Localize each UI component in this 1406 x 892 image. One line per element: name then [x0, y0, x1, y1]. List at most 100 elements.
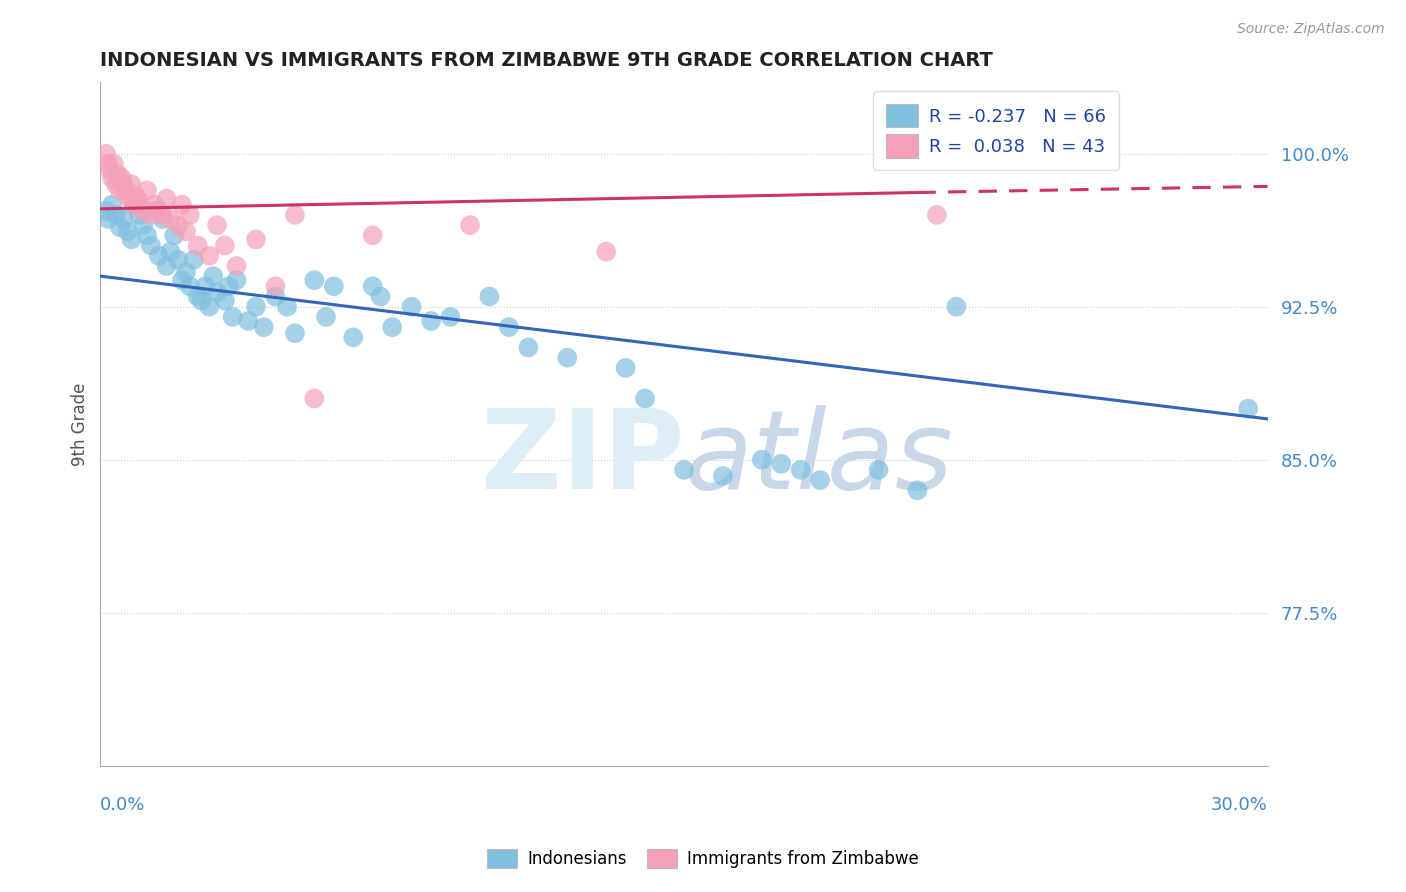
- Point: [361, 279, 384, 293]
- Point: [167, 218, 190, 232]
- Point: [225, 259, 247, 273]
- Point: [264, 289, 287, 303]
- Text: INDONESIAN VS IMMIGRANTS FROM ZIMBABWE 9TH GRADE CORRELATION CHART: INDONESIAN VS IMMIGRANTS FROM ZIMBABWE 9…: [100, 51, 993, 70]
- Text: 0.0%: 0.0%: [100, 797, 146, 814]
- Point: [945, 300, 967, 314]
- Point: [155, 259, 177, 273]
- Point: [104, 208, 127, 222]
- Point: [276, 300, 298, 314]
- Point: [205, 218, 228, 232]
- Point: [152, 212, 174, 227]
- Text: ZIP: ZIP: [481, 405, 683, 512]
- Point: [517, 341, 540, 355]
- Point: [143, 198, 166, 212]
- Point: [253, 320, 276, 334]
- Point: [284, 208, 307, 222]
- Point: [214, 293, 236, 308]
- Point: [155, 192, 177, 206]
- Point: [121, 178, 143, 192]
- Point: [401, 300, 423, 314]
- Legend: Indonesians, Immigrants from Zimbabwe: Indonesians, Immigrants from Zimbabwe: [481, 842, 925, 875]
- Point: [214, 238, 236, 252]
- Point: [420, 314, 443, 328]
- Point: [198, 300, 221, 314]
- Point: [315, 310, 337, 324]
- Point: [167, 252, 190, 267]
- Point: [101, 198, 124, 212]
- Point: [202, 269, 225, 284]
- Point: [264, 279, 287, 293]
- Point: [143, 203, 166, 218]
- Point: [304, 273, 326, 287]
- Point: [132, 218, 155, 232]
- Point: [174, 265, 197, 279]
- Point: [124, 198, 146, 212]
- Point: [108, 184, 131, 198]
- Point: [381, 320, 404, 334]
- Point: [163, 228, 186, 243]
- Point: [770, 457, 793, 471]
- Point: [711, 469, 734, 483]
- Point: [221, 310, 243, 324]
- Point: [194, 279, 217, 293]
- Point: [361, 228, 384, 243]
- Point: [614, 360, 637, 375]
- Point: [789, 463, 811, 477]
- Point: [174, 224, 197, 238]
- Point: [136, 184, 159, 198]
- Point: [112, 178, 135, 192]
- Point: [198, 249, 221, 263]
- Point: [97, 157, 120, 171]
- Point: [117, 224, 139, 238]
- Point: [148, 203, 170, 218]
- Point: [458, 218, 481, 232]
- Point: [284, 326, 307, 341]
- Point: [218, 279, 240, 293]
- Legend: R = -0.237   N = 66, R =  0.038   N = 43: R = -0.237 N = 66, R = 0.038 N = 43: [873, 91, 1119, 170]
- Text: atlas: atlas: [683, 405, 953, 512]
- Point: [139, 238, 162, 252]
- Point: [97, 212, 120, 227]
- Point: [672, 463, 695, 477]
- Text: 30.0%: 30.0%: [1211, 797, 1268, 814]
- Point: [127, 192, 149, 206]
- Text: Source: ZipAtlas.com: Source: ZipAtlas.com: [1237, 22, 1385, 37]
- Point: [205, 285, 228, 300]
- Point: [152, 208, 174, 222]
- Point: [751, 452, 773, 467]
- Point: [121, 232, 143, 246]
- Point: [245, 232, 267, 246]
- Point: [179, 208, 201, 222]
- Point: [187, 238, 209, 252]
- Point: [136, 228, 159, 243]
- Point: [808, 473, 831, 487]
- Point: [925, 208, 948, 222]
- Point: [104, 178, 127, 192]
- Point: [170, 273, 193, 287]
- Y-axis label: 9th Grade: 9th Grade: [72, 383, 89, 466]
- Point: [128, 198, 150, 212]
- Point: [370, 289, 392, 303]
- Point: [478, 289, 501, 303]
- Point: [238, 314, 260, 328]
- Point: [304, 392, 326, 406]
- Point: [190, 293, 212, 308]
- Point: [170, 198, 193, 212]
- Point: [439, 310, 461, 324]
- Point: [122, 198, 145, 212]
- Point: [108, 220, 131, 235]
- Point: [114, 184, 136, 198]
- Point: [98, 163, 121, 178]
- Point: [139, 208, 162, 222]
- Point: [183, 252, 205, 267]
- Point: [187, 289, 209, 303]
- Point: [245, 300, 267, 314]
- Point: [124, 187, 146, 202]
- Point: [103, 157, 125, 171]
- Point: [342, 330, 364, 344]
- Point: [101, 171, 124, 186]
- Point: [555, 351, 578, 365]
- Point: [634, 392, 657, 406]
- Point: [159, 212, 181, 227]
- Point: [179, 279, 201, 293]
